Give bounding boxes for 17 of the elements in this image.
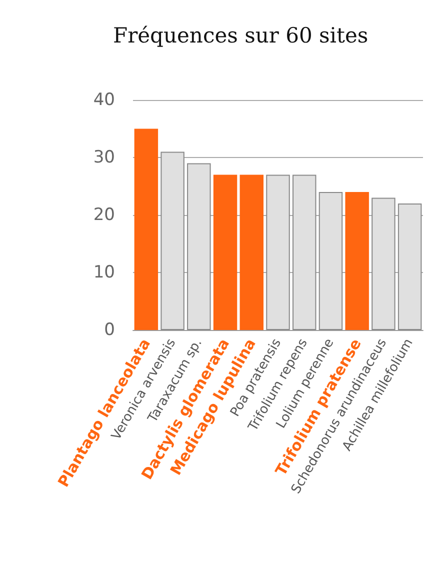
y-tick-label: 0 [104, 320, 115, 340]
bar [240, 174, 264, 330]
bar [345, 192, 369, 330]
bar [398, 204, 422, 330]
bar [160, 152, 184, 330]
y-tick-label: 30 [93, 148, 115, 168]
bar [318, 192, 343, 330]
bar [187, 163, 211, 330]
bar [213, 174, 238, 330]
chart-title: Fréquences sur 60 sites [113, 24, 368, 48]
bar [372, 198, 396, 330]
y-tick-label: 20 [93, 205, 115, 225]
bar [266, 174, 290, 330]
bar [134, 128, 158, 330]
bar [292, 174, 316, 330]
y-tick-label: 40 [93, 90, 115, 110]
y-tick-label: 10 [93, 262, 115, 282]
